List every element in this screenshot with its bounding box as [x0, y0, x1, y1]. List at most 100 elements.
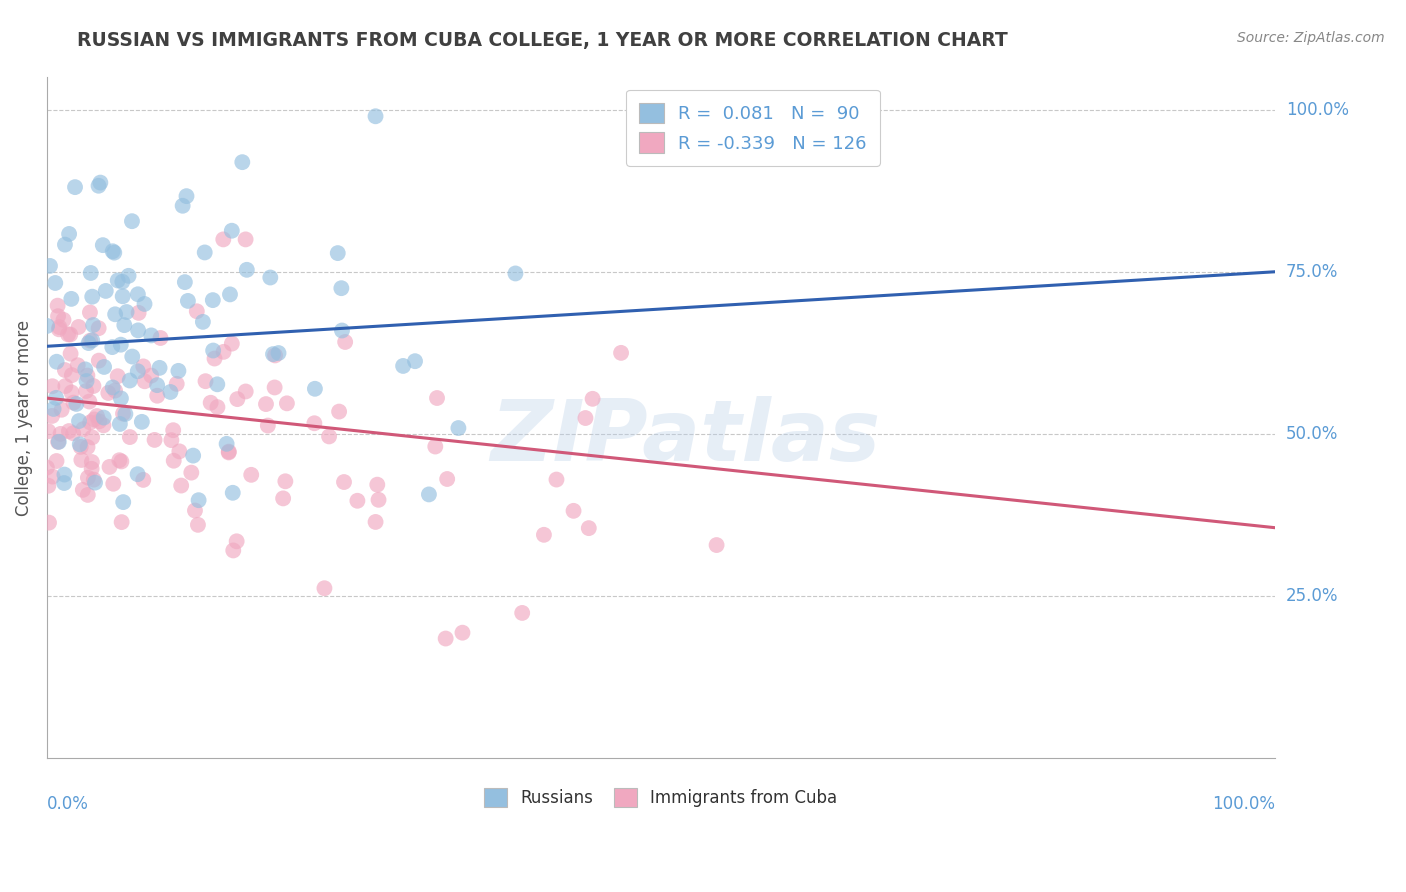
Point — [346, 493, 368, 508]
Point — [194, 245, 217, 260]
Point — [51, 402, 73, 417]
Point — [53, 363, 76, 377]
Point — [143, 433, 166, 447]
Point — [169, 444, 191, 458]
Point — [37, 479, 59, 493]
Point — [93, 359, 115, 374]
Point — [180, 466, 202, 480]
Point — [314, 581, 336, 595]
Point — [187, 517, 209, 532]
Point — [447, 421, 470, 435]
Point — [103, 476, 125, 491]
Point — [225, 534, 247, 549]
Point — [89, 414, 111, 428]
Point — [221, 336, 243, 351]
Point — [186, 304, 208, 318]
Point — [366, 477, 388, 491]
Point — [79, 305, 101, 319]
Point — [67, 414, 90, 428]
Point — [159, 384, 181, 399]
Point — [367, 492, 389, 507]
Point — [62, 395, 84, 409]
Point — [207, 377, 229, 392]
Point — [101, 340, 124, 354]
Point — [204, 351, 226, 366]
Point — [706, 538, 728, 552]
Point — [60, 292, 83, 306]
Point — [176, 189, 198, 203]
Text: ZIPatlas: ZIPatlas — [491, 396, 880, 479]
Point — [46, 309, 69, 323]
Point — [48, 320, 70, 334]
Point — [53, 379, 76, 393]
Point — [364, 109, 387, 123]
Y-axis label: College, 1 year or more: College, 1 year or more — [15, 319, 32, 516]
Point — [35, 460, 58, 475]
Point — [236, 262, 259, 277]
Point — [212, 232, 235, 246]
Point — [418, 487, 440, 501]
Point — [45, 391, 67, 405]
Point — [107, 273, 129, 287]
Point — [80, 462, 103, 476]
Point — [63, 180, 86, 194]
Point — [218, 445, 240, 459]
Point — [271, 491, 294, 506]
Point — [67, 320, 90, 334]
Point — [35, 318, 58, 333]
Point — [45, 355, 67, 369]
Point — [80, 455, 103, 469]
Point — [94, 284, 117, 298]
Point — [103, 245, 125, 260]
Point — [510, 606, 533, 620]
Point — [38, 516, 60, 530]
Point — [274, 475, 297, 489]
Point — [451, 625, 474, 640]
Point — [533, 528, 555, 542]
Point — [235, 384, 257, 399]
Point — [404, 354, 426, 368]
Point — [117, 268, 139, 283]
Point — [93, 418, 115, 433]
Point — [53, 467, 76, 482]
Point — [254, 397, 277, 411]
Point — [66, 358, 89, 372]
Point — [333, 475, 356, 489]
Point — [111, 407, 134, 421]
Point — [149, 331, 172, 345]
Point — [172, 199, 194, 213]
Point — [134, 297, 156, 311]
Point — [235, 232, 257, 246]
Point — [226, 392, 249, 406]
Point — [59, 327, 82, 342]
Point — [60, 385, 83, 400]
Point — [392, 359, 415, 373]
Point — [62, 426, 84, 441]
Point — [41, 409, 63, 423]
Point — [77, 336, 100, 351]
Point — [121, 214, 143, 228]
Point — [115, 305, 138, 319]
Point — [41, 469, 63, 483]
Point — [93, 410, 115, 425]
Point — [37, 424, 59, 438]
Point — [110, 337, 132, 351]
Point — [207, 400, 229, 414]
Point — [160, 433, 183, 447]
Point — [264, 348, 287, 362]
Point — [201, 293, 224, 307]
Point — [76, 368, 98, 383]
Point — [75, 362, 97, 376]
Point — [91, 238, 114, 252]
Point — [48, 434, 70, 449]
Point — [58, 227, 80, 241]
Point — [82, 334, 104, 348]
Text: Source: ZipAtlas.com: Source: ZipAtlas.com — [1237, 31, 1385, 45]
Point — [184, 503, 207, 517]
Point — [326, 246, 349, 260]
Point — [166, 376, 188, 391]
Point — [221, 224, 243, 238]
Point — [79, 334, 101, 348]
Point — [436, 472, 458, 486]
Point — [39, 259, 62, 273]
